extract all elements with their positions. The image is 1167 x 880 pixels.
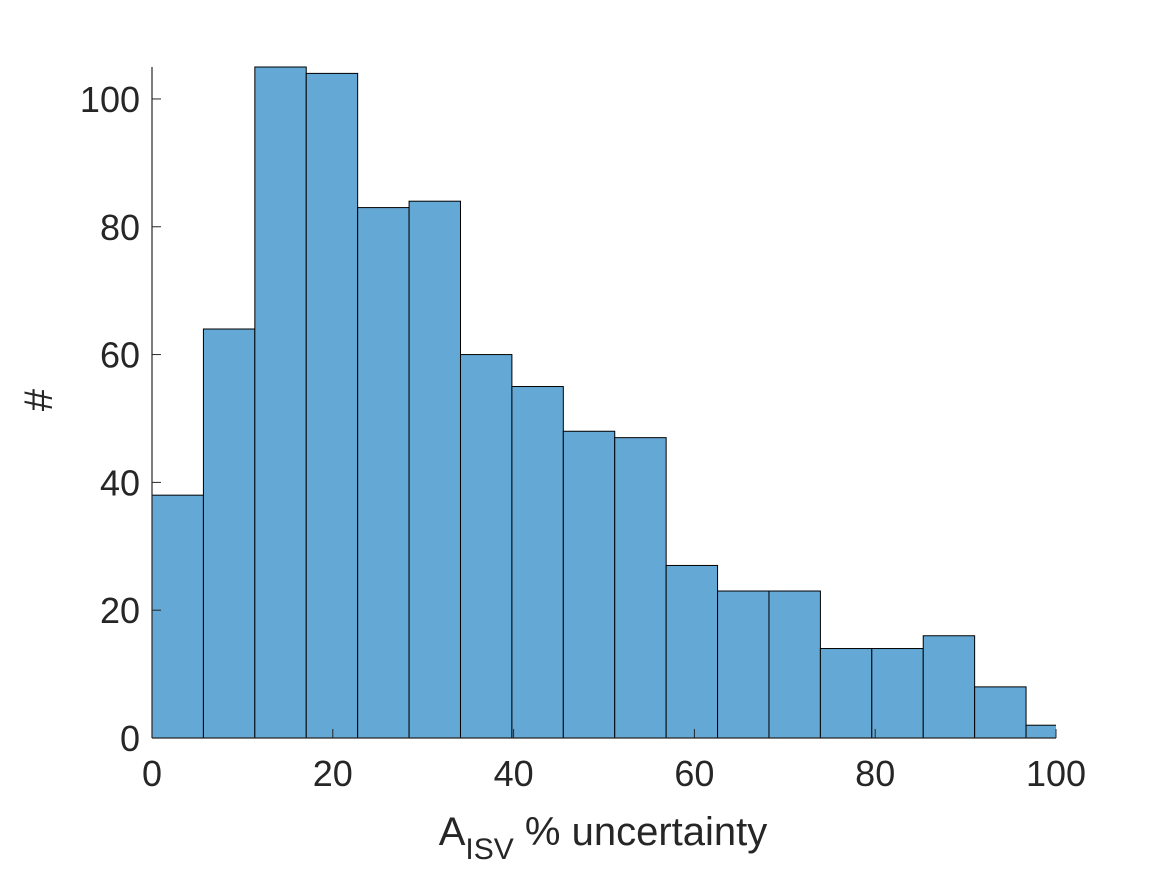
y-tick-label: 100 — [80, 79, 140, 120]
x-tick-label: 40 — [494, 753, 534, 794]
y-tick-label: 40 — [100, 462, 140, 503]
histogram-bar — [974, 686, 1027, 738]
x-axis-label-main: A — [439, 810, 466, 854]
axes-group — [151, 67, 1056, 739]
histogram-bar — [717, 590, 770, 738]
x-tick-label: 20 — [313, 753, 353, 794]
x-tick-label: 60 — [674, 753, 714, 794]
histogram-bar — [408, 200, 461, 738]
histogram-bar — [254, 66, 307, 738]
histogram-bar — [459, 354, 513, 738]
x-tick-label: 80 — [855, 753, 895, 794]
x-tick-label: 0 — [142, 753, 162, 794]
x-ticks-group: 0 20 40 60 80 100 — [142, 729, 1086, 794]
histogram-bar — [202, 328, 256, 738]
y-ticks-group: 0 20 40 60 80 100 — [80, 79, 161, 759]
y-tick-label: 0 — [120, 718, 140, 759]
histogram-bar — [768, 590, 821, 738]
bars-group — [152, 66, 1056, 738]
y-tick-label: 60 — [100, 335, 140, 376]
histogram-bar — [152, 494, 204, 738]
histogram-bar — [357, 207, 410, 738]
histogram-bar — [922, 635, 976, 738]
histogram-bar — [614, 437, 667, 738]
histogram-bar — [562, 430, 616, 738]
histogram-bar — [819, 648, 873, 738]
y-tick-label: 80 — [100, 207, 140, 248]
x-axis-label-rest: % uncertainty — [514, 810, 767, 854]
histogram-bar — [511, 386, 564, 738]
histogram-bar — [871, 648, 924, 738]
y-tick-label: 20 — [100, 590, 140, 631]
histogram-bar — [665, 564, 719, 738]
histogram-bar — [1025, 724, 1056, 738]
x-axis-label: AISV % uncertainty — [439, 810, 768, 866]
x-axis-label-subscript: ISV — [465, 833, 513, 866]
y-axis-label: # — [17, 388, 61, 411]
histogram-bar — [305, 72, 359, 738]
x-tick-label: 100 — [1026, 753, 1086, 794]
